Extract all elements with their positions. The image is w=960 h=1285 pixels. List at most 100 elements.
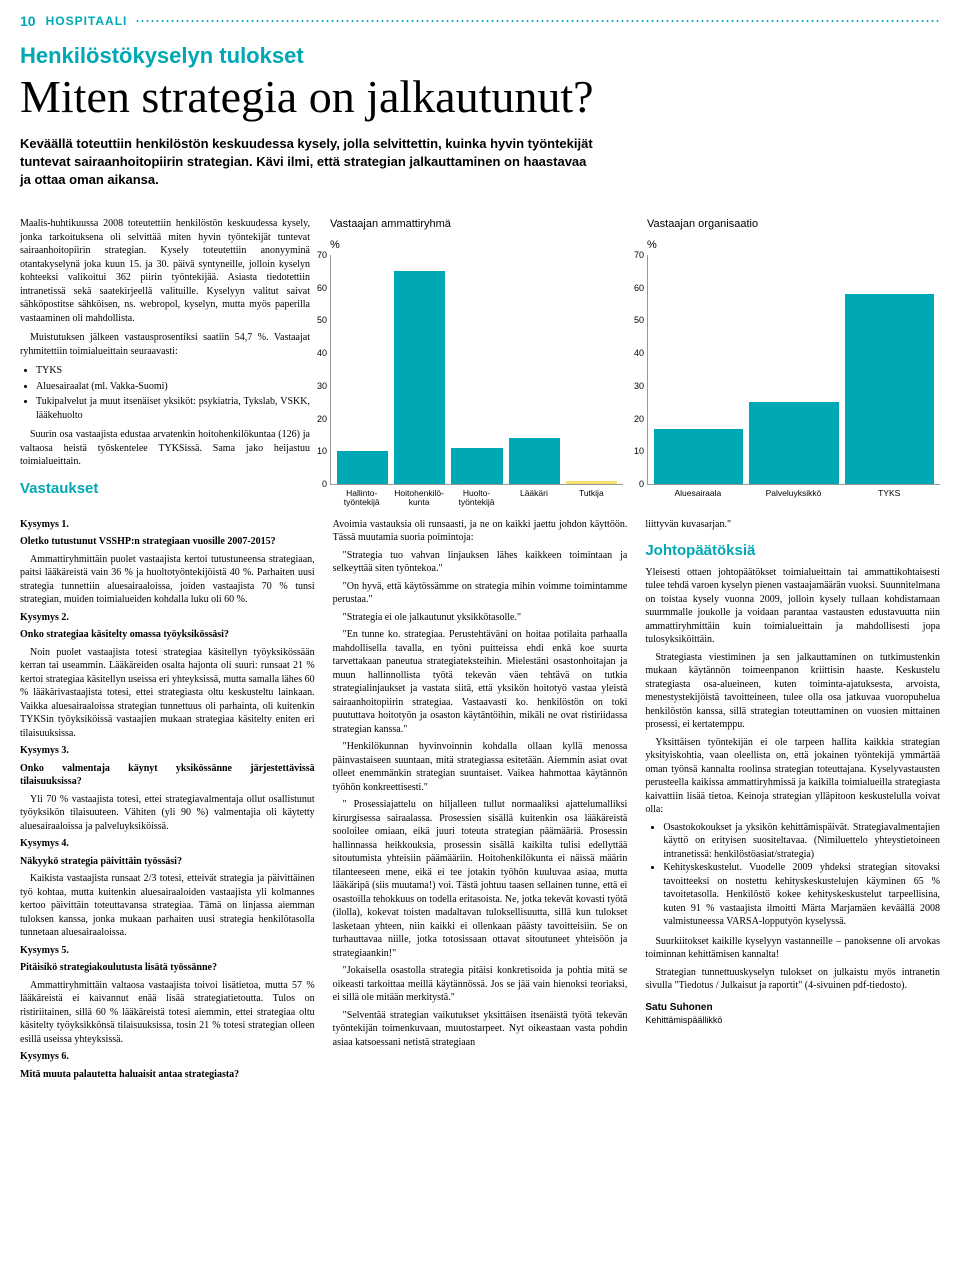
body-text: Suurkiitokset kaikille kyselyyn vastanne… <box>645 935 940 962</box>
chart-tick: 40 <box>626 347 644 359</box>
q-label: Kysymys 2. <box>20 611 315 625</box>
chart-bar <box>749 402 838 484</box>
chart-tick: 30 <box>626 380 644 392</box>
body-text: Yksittäisen työntekijän ei ole tarpeen h… <box>645 736 940 817</box>
chart-bar <box>509 438 560 484</box>
chart-xlabel: Aluesairaala <box>653 489 743 498</box>
quote: "Strategia ei ole jalkautunut yksikkötas… <box>333 611 628 625</box>
quote: "Strategia tuo vahvan linjauksen lähes k… <box>333 549 628 576</box>
q-label: Kysymys 6. <box>20 1050 315 1064</box>
conclusion-bullets: Osastokokoukset ja yksikön kehittämispäi… <box>663 821 940 929</box>
chart-tick: 10 <box>626 445 644 457</box>
brand-label: HOSPITAALI <box>46 13 128 29</box>
chart-tick: 70 <box>626 249 644 261</box>
chart-tick: 60 <box>309 282 327 294</box>
quote: "On hyvä, että käytössämme on strategia … <box>333 580 628 607</box>
quote: "Jokaisella osastolla strategia pitäisi … <box>333 964 628 1005</box>
q-text: Onko strategiaa käsitelty omassa työyksi… <box>20 628 315 642</box>
q-label: Kysymys 4. <box>20 837 315 851</box>
intro-column: Maalis-huhtikuussa 2008 toteutettiin hen… <box>20 217 310 507</box>
chart-bar <box>654 429 743 485</box>
vastaukset-heading: Vastaukset <box>20 479 310 499</box>
column-3: liittyvän kuvasarjan." Johtopäätöksiä Yl… <box>645 518 940 1086</box>
chart-tick: 0 <box>309 478 327 490</box>
list-item: Osastokokoukset ja yksikön kehittämispäi… <box>663 821 940 862</box>
chart-xlabel: Huolto-työntekijä <box>451 489 502 508</box>
q-text: Onko valmentaja käynyt yksikössänne järj… <box>20 762 315 789</box>
chart-2: Vastaajan organisaatio % 010203040506070… <box>647 217 940 507</box>
chart-title: Vastaajan organisaatio <box>647 217 940 232</box>
answer-text: Kaikista vastaajista runsaat 2/3 totesi,… <box>20 872 315 940</box>
list-item: Aluesairaalat (ml. Vakka-Suomi) <box>36 380 310 394</box>
q-text: Pitäisikö strategiakoulutusta lisätä työ… <box>20 961 315 975</box>
chart-xlabels: Aluesairaala Palveluyksikkö TYKS <box>647 485 940 498</box>
charts-column: Vastaajan ammattiryhmä % 010203040506070… <box>330 217 940 507</box>
q-text: Näkyykö strategia päivittäin työssäsi? <box>20 855 315 869</box>
chart-plot-area: 010203040506070 <box>647 255 940 485</box>
page-number: 10 <box>20 12 36 31</box>
quote: "Selventää strategian vaikutukset yksitt… <box>333 1009 628 1050</box>
chart-xlabel: Lääkäri <box>508 489 559 508</box>
chart-xlabel: Hoitohenkilö-kunta <box>393 489 444 508</box>
body-text: Strategiasta viestiminen ja sen jalkautt… <box>645 651 940 732</box>
chart-tick: 50 <box>626 314 644 326</box>
chart-tick: 50 <box>309 314 327 326</box>
chart-bar <box>337 451 388 484</box>
header-dots <box>135 20 940 22</box>
answer-text: Yli 70 % vastaajista totesi, ettei strat… <box>20 793 315 834</box>
intro-bullets: TYKS Aluesairaalat (ml. Vakka-Suomi) Tuk… <box>36 364 310 422</box>
chart-ylabel: % <box>647 238 940 253</box>
intro-p3: Suurin osa vastaajista edustaa arvatenki… <box>20 428 310 469</box>
chart-plot-area: 010203040506070 <box>330 255 623 485</box>
q-label: Kysymys 3. <box>20 744 315 758</box>
headline: Miten strategia on jalkautunut? <box>20 73 940 121</box>
chart-xlabel: Tutkija <box>566 489 617 508</box>
kicker: Henkilöstökyselyn tulokset <box>20 41 940 71</box>
quote: "Henkilökunnan hyvinvoinnin kohdalla oll… <box>333 740 628 794</box>
q-label: Kysymys 5. <box>20 944 315 958</box>
body-text: liittyvän kuvasarjan." <box>645 518 940 532</box>
intro-p2: Muistutuksen jälkeen vastausprosentiksi … <box>20 331 310 358</box>
answer-text: Ammattiryhmittäin valtaosa vastaajista t… <box>20 979 315 1047</box>
chart-1: Vastaajan ammattiryhmä % 010203040506070… <box>330 217 623 507</box>
list-item: TYKS <box>36 364 310 378</box>
chart-ylabel: % <box>330 238 623 253</box>
q-label: Kysymys 1. <box>20 518 315 532</box>
chart-bar <box>451 448 502 484</box>
q-text: Oletko tutustunut VSSHP:n strategiaan vu… <box>20 535 315 549</box>
chart-tick: 60 <box>626 282 644 294</box>
chart-xlabel: Hallinto-työntekijä <box>336 489 387 508</box>
lower-columns: Kysymys 1. Oletko tutustunut VSSHP:n str… <box>20 518 940 1086</box>
byline: Satu Suhonen Kehittämispäällikkö <box>645 1001 940 1027</box>
intro-p1: Maalis-huhtikuussa 2008 toteutettiin hen… <box>20 217 310 325</box>
body-text: Yleisesti ottaen johtopäätökset toimialu… <box>645 566 940 647</box>
chart-tick: 20 <box>626 413 644 425</box>
chart-bar <box>394 271 445 484</box>
quote: " Prosessiajattelu on hiljalleen tullut … <box>333 798 628 960</box>
chart-bar <box>845 294 934 484</box>
list-item: Kehityskeskustelut. Vuodelle 2009 yhdeks… <box>663 861 940 929</box>
chart-tick: 40 <box>309 347 327 359</box>
answer-text: Ammattiryhmittäin puolet vastaajista ker… <box>20 553 315 607</box>
byline-name: Satu Suhonen <box>645 1001 940 1015</box>
q-text: Mitä muuta palautetta haluaisit antaa st… <box>20 1068 315 1082</box>
body-text: Strategian tunnettuuskyselyn tulokset on… <box>645 966 940 993</box>
chart-tick: 30 <box>309 380 327 392</box>
chart-tick: 10 <box>309 445 327 457</box>
chart-tick: 20 <box>309 413 327 425</box>
column-2: Avoimia vastauksia oli runsaasti, ja ne … <box>333 518 628 1086</box>
lead-paragraph: Keväällä toteuttiin henkilöstön keskuude… <box>20 135 600 190</box>
chart-xlabels: Hallinto-työntekijä Hoitohenkilö-kunta Huo… <box>330 485 623 508</box>
byline-role: Kehittämispäällikkö <box>645 1014 940 1026</box>
chart-tick: 70 <box>309 249 327 261</box>
chart-title: Vastaajan ammattiryhmä <box>330 217 623 232</box>
page-header: 10 HOSPITAALI <box>20 12 940 31</box>
chart-xlabel: TYKS <box>844 489 934 498</box>
body-text: Avoimia vastauksia oli runsaasti, ja ne … <box>333 518 628 545</box>
column-1: Kysymys 1. Oletko tutustunut VSSHP:n str… <box>20 518 315 1086</box>
subheading: Johtopäätöksiä <box>645 541 940 561</box>
chart-xlabel: Palveluyksikkö <box>749 489 839 498</box>
chart-bar <box>566 481 617 484</box>
list-item: Tukipalvelut ja muut itsenäiset yksiköt:… <box>36 395 310 422</box>
chart-tick: 0 <box>626 478 644 490</box>
